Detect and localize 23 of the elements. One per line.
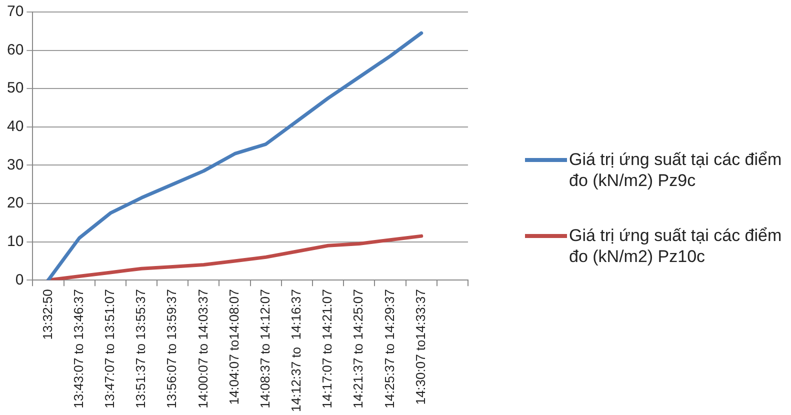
- legend-label: Giá trị ứng suất tại các điểm đo (kN/m2) Pz10c: [569, 224, 783, 266]
- y-tick-label: 60: [6, 41, 24, 58]
- x-tick-label: 13:32:50: [40, 289, 55, 340]
- x-tick-label: 14:21:37 to 14:25:07: [350, 289, 366, 408]
- x-tick-label: 13:51:37 to 13:55:37: [133, 289, 148, 408]
- x-tick-label: 13:47:07 to 13:51:07: [102, 289, 117, 408]
- x-tick-label: 14:00:07 to 14:03:37: [195, 289, 210, 408]
- y-tick-label: 50: [6, 80, 24, 97]
- x-tick-label: 14:04:07 to14:08:07: [226, 289, 242, 405]
- y-tick-label: 40: [6, 118, 24, 136]
- x-tick-label: 14:12:37 to 14:16:37: [288, 289, 304, 412]
- y-tick-label: 30: [6, 156, 24, 174]
- x-tick-label: 14:30:07 to14:33:37: [412, 289, 428, 405]
- y-tick-label: 20: [6, 194, 24, 212]
- x-tick-label: 14:25:37 to 14:29:37: [382, 289, 397, 408]
- x-tick-label: 14:08:37 to 14:12:07: [257, 289, 272, 408]
- legend-label: Giá trị ứng suất tại các điểm đo (kN/m2) Pz9c: [569, 148, 783, 190]
- x-tick-label: 13:56:07 to 13:59:37: [164, 289, 180, 408]
- x-tick-label: 13:43:07 to 13:46:37: [70, 289, 86, 408]
- y-tick-label: 0: [15, 271, 24, 288]
- x-tick-label: 14:17:07 to 14:21:07: [320, 289, 335, 408]
- y-tick-label: 10: [6, 232, 24, 250]
- y-tick-label: 70: [6, 3, 24, 20]
